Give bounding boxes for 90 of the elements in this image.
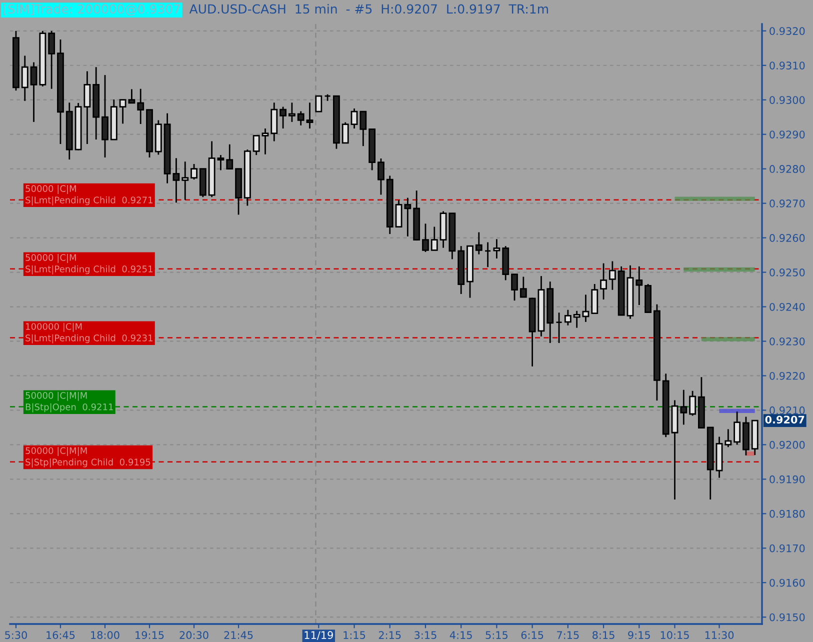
ref-line-label: 50000 |C|M S|Lmt|Pending Child 0.9271 (26, 184, 152, 206)
candlestick (493, 238, 500, 260)
y-tick-label: 0.9320 (770, 27, 805, 35)
candlestick (564, 309, 572, 326)
candlestick (280, 106, 286, 130)
x-tick-label: 11:30 (705, 631, 734, 640)
candlestick (520, 276, 527, 298)
candlestick (636, 266, 643, 306)
x-tick-label: 7:15 (557, 631, 579, 640)
y-tick-label: 0.9190 (770, 475, 805, 484)
candlestick (288, 102, 296, 123)
x-tick-label: 11/19 (304, 631, 333, 640)
x-tick-label: 10:15 (660, 631, 689, 640)
candlestick (360, 110, 367, 147)
candlestick (404, 197, 412, 238)
y-tick-label: 0.9300 (770, 96, 805, 104)
candlestick (680, 389, 688, 426)
candlestick (172, 157, 180, 204)
candlestick (190, 163, 198, 180)
candlestick (315, 95, 322, 112)
candlestick (734, 410, 741, 446)
candlestick (128, 88, 136, 104)
candlestick (573, 310, 580, 328)
chart-title: [SIM]Trade: 200000@0.9307 (4, 4, 180, 16)
y-tick-label: 0.9150 (770, 613, 805, 622)
ref-line-label: 50000 |C|M S|Lmt|Pending Child 0.9251 (26, 254, 152, 274)
candlestick (582, 294, 590, 323)
x-tick-label: 19:15 (136, 631, 164, 640)
x-tick-label: 4:15 (450, 631, 472, 640)
y-tick-label: 0.9240 (770, 302, 805, 311)
candlestick (484, 242, 492, 268)
y-tick-label: 0.9310 (770, 62, 805, 70)
ref-line-label: 50000 |C|M|M B|Stp|Open 0.9211 (26, 392, 113, 412)
candlestick (21, 55, 28, 102)
y-tick-label: 0.9160 (770, 578, 805, 587)
y-tick-label: 0.9250 (770, 268, 805, 276)
candlestick (102, 74, 108, 158)
candlestick (217, 154, 224, 171)
candlestick (475, 232, 482, 256)
candlestick (182, 160, 189, 201)
candlestick (511, 274, 518, 302)
x-tick-label: 21:45 (224, 631, 253, 640)
candlestick (30, 62, 38, 123)
ref-line-label: 100000 |C|M S|Lmt|Pending Child 0.9231 (26, 322, 152, 344)
candlestick (226, 144, 234, 170)
candlestick (556, 312, 562, 344)
y-tick-label: 0.9280 (770, 165, 805, 173)
candlestick (48, 30, 56, 90)
x-tick-label: 18:00 (91, 631, 120, 640)
x-tick-label: 2:15 (378, 631, 401, 640)
candlestick (378, 158, 384, 196)
candlestick (430, 226, 438, 251)
candlestick (608, 260, 616, 291)
y-tick-label: 0.9260 (770, 234, 805, 242)
candlestick (306, 102, 314, 130)
candlestick (119, 98, 126, 124)
y-tick-label: 0.9230 (770, 337, 805, 346)
y-tick-label: 0.9220 (770, 372, 805, 380)
candlestick (689, 390, 696, 416)
x-tick-label: 3:15 (414, 631, 436, 640)
x-tick-label: 1:15 (344, 631, 366, 640)
candlestick (422, 222, 429, 253)
text: 0.9207 (765, 416, 804, 424)
candlestick (252, 135, 260, 156)
candlestick (270, 102, 278, 142)
x-tick-label: 6:15 (521, 631, 544, 640)
y-tick-label: 0.9200 (770, 440, 805, 449)
x-tick-label: 20:30 (180, 631, 208, 640)
candlestick (600, 262, 607, 300)
ref-line-label: 50000 |C|M|M S|Stp|Pending Child 0.9195 (26, 447, 150, 468)
x-tick-label: 16:45 (46, 631, 75, 640)
x-tick-label: 5:30 (5, 631, 27, 640)
candlestick (350, 108, 358, 130)
x-tick-label: 5:15 (486, 631, 508, 640)
chart-subtitle: AUD.USD-CASH 15 min - #5 H:0.9207 L:0.9197 TR:1m (189, 4, 548, 14)
y-tick-label: 0.9270 (770, 200, 805, 208)
candlestick (342, 122, 349, 144)
x-tick-label: 9:15 (628, 631, 650, 640)
candlestick (137, 88, 144, 125)
candlestick (591, 283, 598, 315)
candlestick (297, 110, 304, 126)
y-tick-label: 0.9170 (770, 544, 805, 552)
candlestick (262, 128, 269, 156)
y-tick-label: 0.9180 (770, 510, 805, 518)
candlestick (724, 428, 732, 448)
x-tick-label: 8:15 (592, 631, 614, 640)
candlestick (395, 200, 402, 228)
y-tick-label: 0.9290 (770, 130, 805, 138)
candlestick (84, 70, 91, 145)
y-tick-label: 0.9210 (770, 406, 805, 414)
